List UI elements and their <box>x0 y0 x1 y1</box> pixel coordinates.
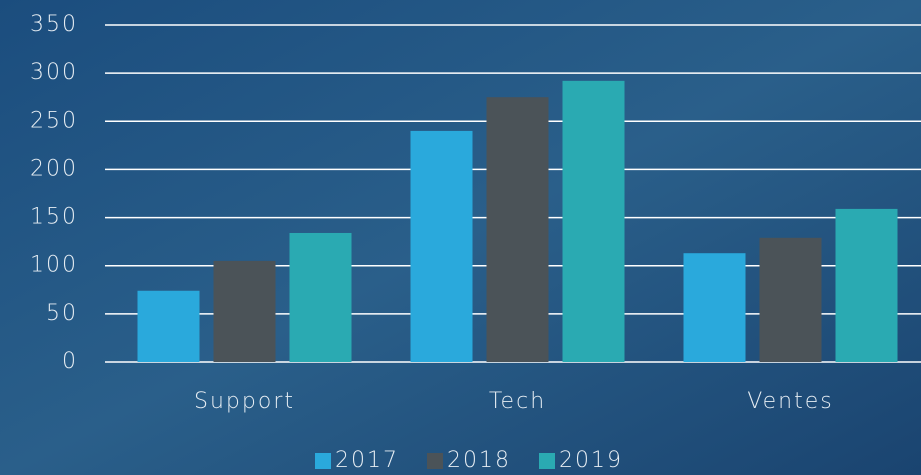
y-tick-label: 50 <box>46 301 78 326</box>
legend-swatch <box>427 453 443 469</box>
y-tick-label: 200 <box>30 156 78 181</box>
legend-swatch <box>315 453 331 469</box>
y-tick-label: 150 <box>30 205 78 230</box>
x-tick-label: Tech <box>489 389 546 414</box>
bar <box>214 261 276 362</box>
bar <box>563 81 625 362</box>
bar <box>138 291 200 362</box>
bar <box>684 253 746 362</box>
y-tick-label: 100 <box>30 253 78 278</box>
y-tick-label: 300 <box>30 60 78 85</box>
y-tick-label: 350 <box>30 12 78 37</box>
bar <box>487 97 549 362</box>
bar <box>411 131 473 362</box>
y-tick-label: 0 <box>62 349 78 374</box>
x-tick-label: Support <box>194 389 295 414</box>
chart: 0 50 100 150 200 250 300 350 Support Tech Ventes 20… <box>0 0 921 475</box>
legend-label: 2018 <box>447 448 511 473</box>
legend-label: 2019 <box>559 448 623 473</box>
bar <box>760 238 822 362</box>
y-tick-label: 250 <box>30 108 78 133</box>
legend-label: 2017 <box>335 448 399 473</box>
x-tick-label: Ventes <box>747 389 833 414</box>
legend-swatch <box>539 453 555 469</box>
bar <box>836 209 898 362</box>
bar <box>290 233 352 362</box>
